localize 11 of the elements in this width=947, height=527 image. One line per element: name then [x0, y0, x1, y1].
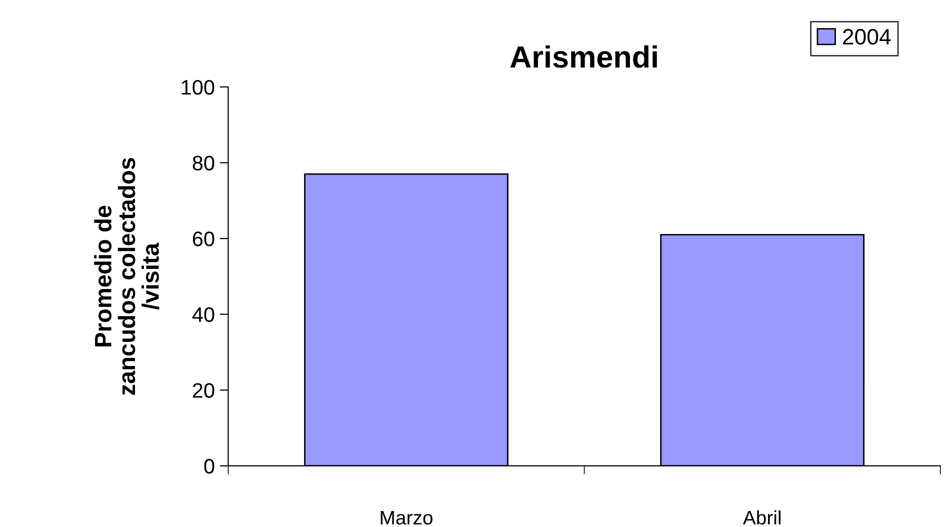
y-tick-label: 60 [192, 232, 214, 246]
y-tick-label: 80 [192, 156, 214, 170]
chart-title: Arismendi [510, 45, 657, 68]
y-tick-label: 20 [192, 383, 214, 398]
y-tick-label: 0 [204, 458, 214, 474]
legend-label: 2004 [843, 28, 891, 45]
y-tick-label: 40 [192, 307, 214, 322]
y-tick-label: 100 [182, 80, 214, 95]
x-tick-label: Abril [742, 510, 780, 525]
y-axis-title: Promedio de zancudos colectados /visita [94, 158, 160, 395]
x-tick-label: Marzo [380, 511, 432, 525]
